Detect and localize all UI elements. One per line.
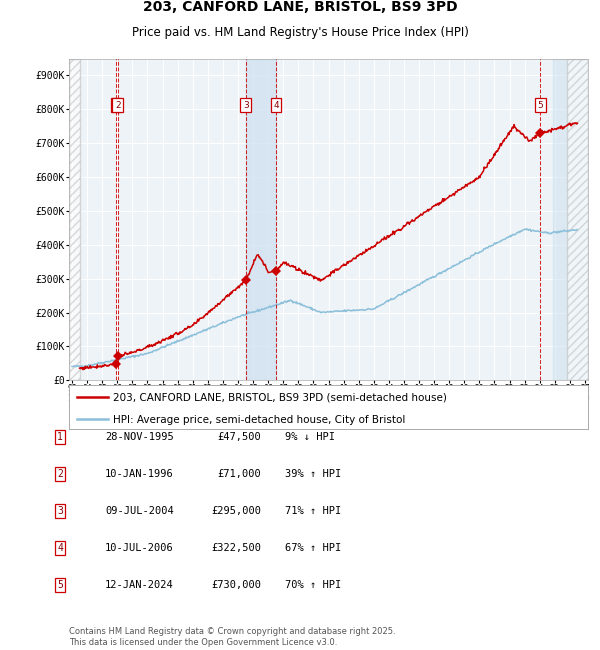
Bar [553,58,588,380]
Text: 3: 3 [243,101,248,110]
Text: 5: 5 [57,580,63,590]
Text: 70% ↑ HPI: 70% ↑ HPI [285,580,341,590]
Text: 10-JUL-2006: 10-JUL-2006 [105,543,174,553]
Bar [69,58,80,380]
Text: 9% ↓ HPI: 9% ↓ HPI [285,432,335,442]
Text: 09-JUL-2004: 09-JUL-2004 [105,506,174,516]
Bar [567,58,588,380]
Text: 2: 2 [57,469,63,479]
Text: 3: 3 [57,506,63,516]
Text: HPI: Average price, semi-detached house, City of Bristol: HPI: Average price, semi-detached house,… [113,415,406,424]
Text: 10-JAN-1996: 10-JAN-1996 [105,469,174,479]
Text: £322,500: £322,500 [211,543,261,553]
Text: £730,000: £730,000 [211,580,261,590]
Text: 4: 4 [273,101,279,110]
Text: £47,500: £47,500 [217,432,261,442]
Text: 5: 5 [537,101,543,110]
Text: 1: 1 [57,432,63,442]
Text: 4: 4 [57,543,63,553]
Text: £295,000: £295,000 [211,506,261,516]
Text: 67% ↑ HPI: 67% ↑ HPI [285,543,341,553]
Text: 203, CANFORD LANE, BRISTOL, BS9 3PD (semi-detached house): 203, CANFORD LANE, BRISTOL, BS9 3PD (sem… [113,392,447,402]
Text: 28-NOV-1995: 28-NOV-1995 [105,432,174,442]
Text: 71% ↑ HPI: 71% ↑ HPI [285,506,341,516]
Text: 1: 1 [113,101,119,110]
Text: 2: 2 [115,101,121,110]
Bar [246,58,276,380]
Text: 203, CANFORD LANE, BRISTOL, BS9 3PD: 203, CANFORD LANE, BRISTOL, BS9 3PD [143,0,457,14]
Text: 39% ↑ HPI: 39% ↑ HPI [285,469,341,479]
Text: £71,000: £71,000 [217,469,261,479]
Text: 12-JAN-2024: 12-JAN-2024 [105,580,174,590]
Text: Contains HM Land Registry data © Crown copyright and database right 2025.
This d: Contains HM Land Registry data © Crown c… [69,627,395,647]
Text: Price paid vs. HM Land Registry's House Price Index (HPI): Price paid vs. HM Land Registry's House … [131,26,469,39]
